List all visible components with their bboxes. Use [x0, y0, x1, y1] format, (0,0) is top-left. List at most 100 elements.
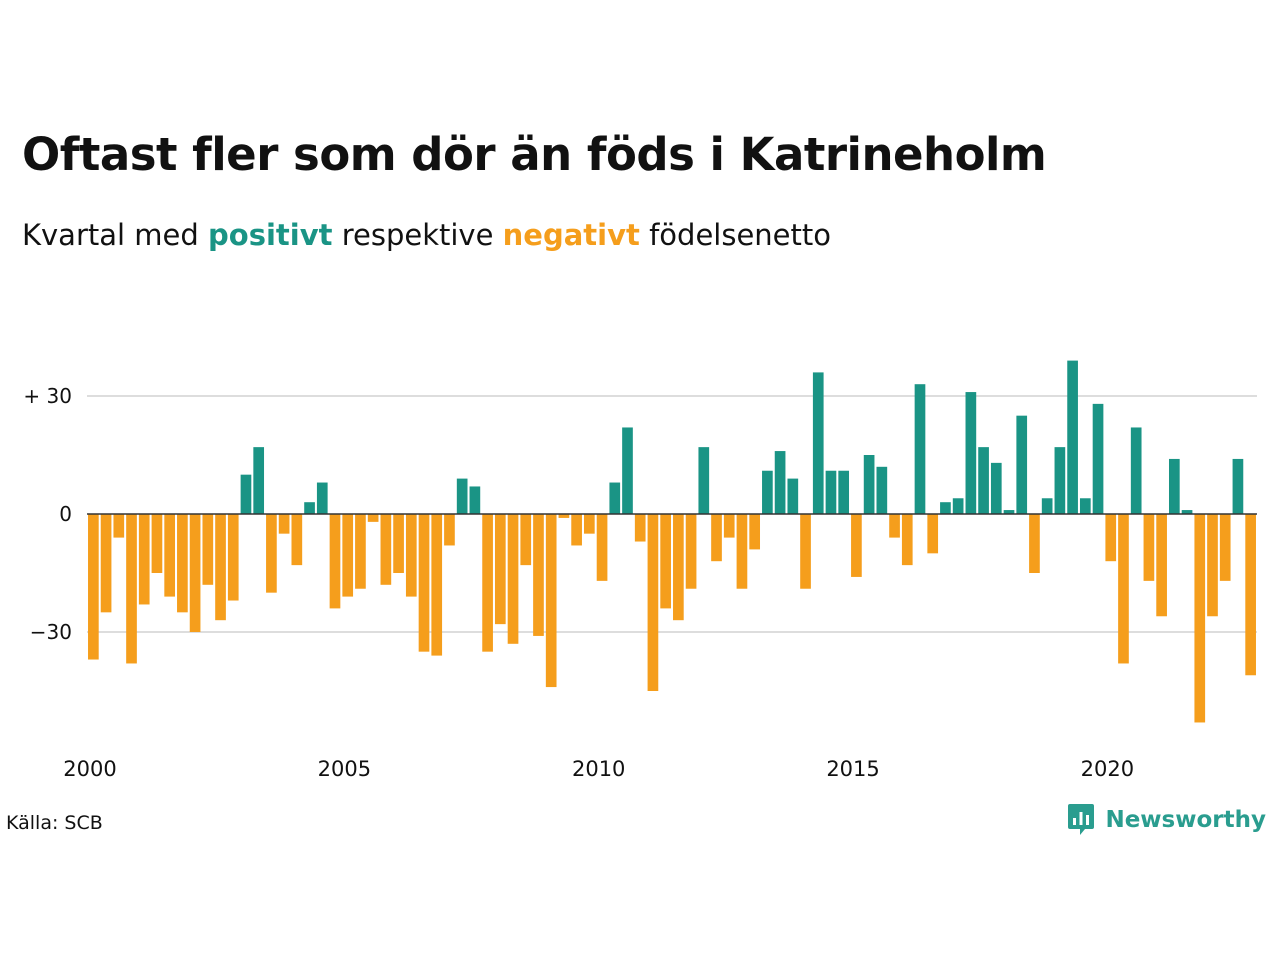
bar: [978, 447, 989, 514]
bar: [1003, 510, 1015, 514]
bar: [342, 514, 354, 597]
bar: [469, 486, 481, 514]
bar: [876, 466, 888, 514]
bar: [355, 514, 366, 589]
bar: [1092, 403, 1104, 514]
bar: [838, 470, 850, 514]
bar: [1207, 514, 1218, 617]
bar: [711, 514, 722, 562]
subtitle-prefix: Kvartal med: [22, 218, 209, 252]
bar: [698, 447, 710, 514]
bar: [1118, 514, 1129, 664]
bar: [889, 514, 900, 538]
bar: [749, 514, 761, 550]
bar: [431, 514, 443, 656]
bar: [812, 372, 824, 514]
subtitle-negative-word: negativt: [502, 218, 640, 252]
bar: [1181, 510, 1193, 514]
bar: [990, 462, 1002, 514]
chart-subtitle: Kvartal med positivt respektive negativt…: [22, 218, 831, 252]
bar: [240, 474, 252, 514]
bar: [1168, 458, 1180, 514]
bar: [558, 514, 570, 518]
bar: [456, 478, 468, 514]
bar: [622, 427, 633, 514]
bar: [965, 392, 977, 514]
x-tick-label: 2000: [63, 757, 116, 781]
bar: [723, 514, 735, 538]
bar-chart: + 30 0 −30 2000 2005 2010 2015 2020: [23, 360, 1257, 781]
bar: [1054, 447, 1066, 514]
bar: [825, 470, 837, 514]
bar: [1041, 498, 1053, 514]
bar: [1194, 514, 1206, 723]
bar: [88, 514, 99, 660]
bar: [100, 514, 112, 613]
bars: [88, 360, 1256, 723]
bar: [927, 514, 939, 554]
bar: [126, 514, 137, 664]
bar: [1232, 458, 1244, 514]
subtitle-suffix: födelsenetto: [639, 218, 831, 252]
bar: [304, 502, 315, 514]
bar: [596, 514, 608, 581]
bar: [762, 470, 773, 514]
x-tick-label: 2005: [318, 757, 371, 781]
bar: [151, 514, 163, 573]
x-tick-label: 2010: [572, 757, 625, 781]
bar: [1079, 498, 1091, 514]
bar: [177, 514, 188, 613]
bar: [660, 514, 671, 609]
bar: [1245, 514, 1256, 676]
bar: [278, 514, 290, 534]
bar: [583, 514, 595, 534]
bar: [609, 482, 621, 514]
bar: [545, 514, 557, 688]
bar: [444, 514, 455, 546]
x-tick-label: 2020: [1081, 757, 1134, 781]
bar: [227, 514, 239, 601]
y-axis-tick-labels: + 30 0 −30: [23, 384, 72, 644]
source-note: Källa: SCB: [6, 812, 103, 834]
bar: [253, 447, 265, 514]
subtitle-middle: respektive: [332, 218, 503, 252]
bar: [367, 514, 379, 522]
bar: [685, 514, 697, 589]
bar: [1105, 514, 1117, 562]
bar: [507, 514, 519, 644]
bar: [215, 514, 226, 621]
brand-logo: Newsworthy: [1067, 803, 1266, 837]
bar: [1143, 514, 1155, 581]
x-tick-label: 2015: [826, 757, 879, 781]
bar: [164, 514, 176, 597]
bar: [1156, 514, 1167, 617]
bar: [405, 514, 417, 597]
bar: [316, 482, 328, 514]
bar: [291, 514, 303, 566]
bar: [494, 514, 506, 625]
bar: [1219, 514, 1231, 581]
bar: [202, 514, 214, 585]
bar: [1067, 360, 1078, 514]
chart-title: Oftast fler som dör än föds i Katrinehol…: [22, 128, 1047, 181]
bar: [138, 514, 150, 605]
bar: [393, 514, 404, 573]
brand-name: Newsworthy: [1105, 807, 1266, 833]
bar: [1029, 514, 1040, 573]
x-axis-tick-labels: 2000 2005 2010 2015 2020: [63, 757, 1134, 781]
newsworthy-logo-icon: [1068, 804, 1095, 835]
bar: [571, 514, 582, 546]
bar: [851, 514, 862, 577]
bar: [380, 514, 392, 585]
y-tick-label: −30: [30, 620, 72, 644]
bar: [774, 451, 786, 514]
bar: [914, 384, 926, 514]
bar: [647, 514, 659, 691]
bar: [482, 514, 493, 652]
bar: [863, 455, 875, 514]
bar: [520, 514, 532, 566]
bar: [800, 514, 811, 589]
bar: [533, 514, 544, 636]
bar: [787, 478, 799, 514]
y-tick-label: 0: [59, 502, 72, 526]
